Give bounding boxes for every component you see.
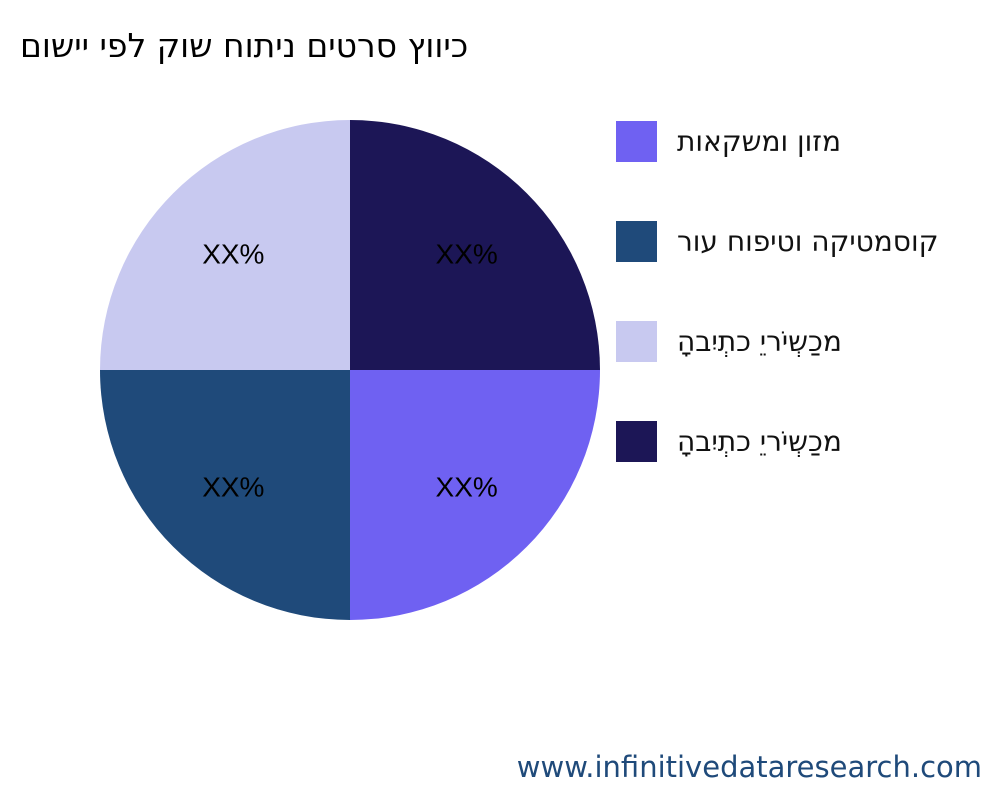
chart-title: םושיי יפל קוש חותינ םיטרס ץוויכ xyxy=(20,26,469,65)
legend-swatch xyxy=(616,420,657,462)
legend-label: הָביִתְכ יֵריֹשְכַמ xyxy=(677,424,842,458)
pie-slice-1 xyxy=(100,370,350,620)
slice-data-label-0: XX% xyxy=(436,472,498,503)
watermark: www.infinitivedataresearch.com xyxy=(516,750,982,784)
legend-item-3: הָביִתְכ יֵריֹשְכַמ xyxy=(616,420,842,462)
legend-label: רוע חופיטו הקיטמסוק xyxy=(677,224,939,258)
legend-swatch xyxy=(616,220,657,262)
legend-item-1: רוע חופיטו הקיטמסוק xyxy=(616,220,938,262)
pie-slice-2 xyxy=(100,120,350,370)
legend-item-0: תואקשמו ןוזמ xyxy=(616,120,841,162)
pie-slice-0 xyxy=(350,370,600,620)
legend-swatch xyxy=(616,320,657,362)
pie-slice-3 xyxy=(350,120,600,370)
legend-label: תואקשמו ןוזמ xyxy=(677,124,841,158)
legend-item-2: הָביִתְכ יֵריֹשְכַמ xyxy=(616,320,842,362)
legend-label: הָביִתְכ יֵריֹשְכַמ xyxy=(677,324,842,358)
slice-data-label-1: XX% xyxy=(202,472,264,503)
slice-data-label-3: XX% xyxy=(436,238,498,269)
legend-swatch xyxy=(616,120,657,162)
slice-data-label-2: XX% xyxy=(202,238,264,269)
